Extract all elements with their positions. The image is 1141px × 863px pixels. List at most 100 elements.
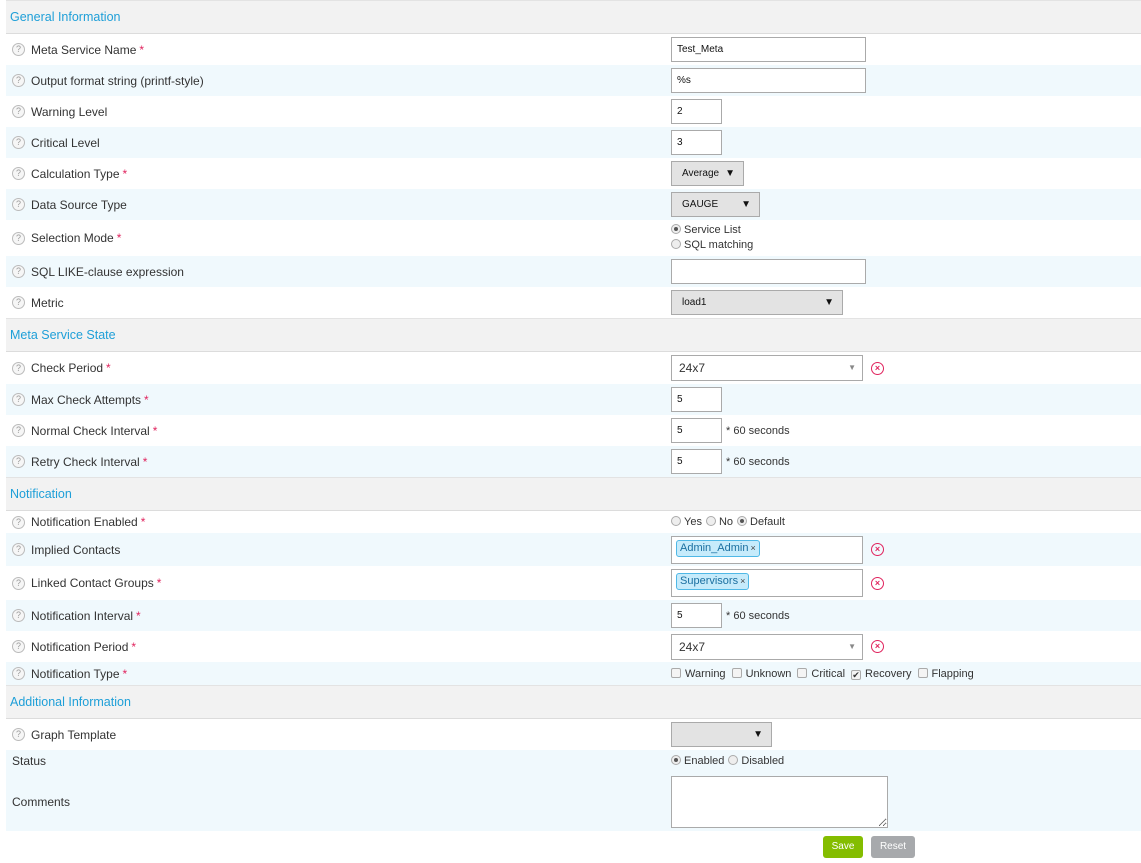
help-icon[interactable]: ? <box>12 515 25 529</box>
row-data-source-type: ? Data Source Type GAUGE ▼ <box>6 189 1141 220</box>
row-status: Status Enabled Disabled <box>6 750 1141 772</box>
radio-unchecked-icon[interactable] <box>671 516 681 526</box>
critical-level-input[interactable]: 3 <box>671 130 722 155</box>
help-icon[interactable]: ? <box>12 728 25 741</box>
output-format-input[interactable]: %s <box>671 68 866 93</box>
clear-icon[interactable]: × <box>871 543 884 556</box>
help-icon[interactable]: ? <box>12 105 25 118</box>
sql-like-input[interactable] <box>671 259 866 284</box>
row-notification-period: ? Notification Period * 24x7 ▼ × <box>6 631 1141 662</box>
dropdown-arrow-icon: ▼ <box>753 729 763 740</box>
checkbox-label: Critical <box>811 667 846 680</box>
help-icon[interactable]: ? <box>12 265 25 278</box>
help-icon[interactable]: ? <box>12 393 25 406</box>
checkbox-unchecked-icon[interactable] <box>731 667 742 678</box>
row-warning-level: ? Warning Level 2 <box>6 96 1141 127</box>
help-icon[interactable]: ? <box>12 609 25 622</box>
checkbox-flapping[interactable]: Flapping <box>917 667 974 680</box>
required-mark: * <box>136 608 141 623</box>
help-icon[interactable]: ? <box>12 296 25 309</box>
help-icon[interactable]: ? <box>12 361 25 375</box>
data-source-type-select[interactable]: GAUGE ▼ <box>671 192 760 217</box>
row-critical-level: ? Critical Level 3 <box>6 127 1141 158</box>
checkbox-unchecked-icon[interactable] <box>671 667 681 678</box>
radio-checked-icon[interactable] <box>671 755 681 765</box>
checkbox-unknown[interactable]: Unknown <box>731 667 792 680</box>
check-period-select[interactable]: 24x7 ▼ <box>671 355 863 381</box>
notification-period-select[interactable]: 24x7 ▼ <box>671 633 863 660</box>
help-icon[interactable]: ? <box>12 455 25 468</box>
clear-icon[interactable]: × <box>871 576 884 590</box>
section-meta-service-state: Meta Service State <box>6 318 1141 352</box>
radio-yes[interactable]: Yes <box>671 516 702 528</box>
help-icon[interactable]: ? <box>12 543 25 556</box>
help-icon[interactable]: ? <box>12 667 25 680</box>
radio-unchecked-icon[interactable] <box>705 516 716 526</box>
radio-unchecked-icon[interactable] <box>728 755 739 765</box>
row-check-period: ? Check Period * 24x7 ▼ × <box>6 352 1141 384</box>
calculation-type-select[interactable]: Average ▼ <box>671 161 744 186</box>
row-linked-contact-groups: ? Linked Contact Groups * Supervisors × × <box>6 566 1141 600</box>
clear-icon[interactable]: × <box>871 361 884 375</box>
field-label: Comments <box>12 794 71 809</box>
metric-select[interactable]: load1 ▼ <box>671 290 843 315</box>
help-icon[interactable]: ? <box>12 640 25 653</box>
graph-template-select[interactable]: ▼ <box>671 722 772 747</box>
radio-enabled[interactable]: Enabled <box>671 755 724 767</box>
help-icon[interactable]: ? <box>12 198 25 211</box>
checkbox-unchecked-icon[interactable] <box>797 667 808 678</box>
clear-icon[interactable]: × <box>871 640 884 653</box>
normal-check-interval-input[interactable]: 5 <box>671 418 722 443</box>
field-label: Notification Interval <box>31 608 134 623</box>
help-icon[interactable]: ? <box>12 43 25 56</box>
dropdown-arrow-icon: ▼ <box>741 199 751 210</box>
checkbox-checked-icon[interactable]: ✔ <box>851 669 862 680</box>
contact-tag: Admin_Admin × <box>676 539 760 557</box>
row-implied-contacts: ? Implied Contacts Admin_Admin × × <box>6 533 1141 566</box>
radio-no[interactable]: No <box>705 516 733 528</box>
implied-contacts-select[interactable]: Admin_Admin × <box>671 535 863 564</box>
row-notification-interval: ? Notification Interval * 5 * 60 seconds <box>6 600 1141 631</box>
required-mark: * <box>122 666 128 681</box>
radio-checked-icon[interactable] <box>671 224 681 234</box>
unit-suffix: * 60 seconds <box>726 424 790 437</box>
radio-default[interactable]: Default <box>737 516 785 528</box>
radio-label: Yes <box>684 516 702 528</box>
notification-interval-input[interactable]: 5 <box>671 603 722 628</box>
help-icon[interactable]: ? <box>12 74 25 87</box>
radio-unchecked-icon[interactable] <box>671 239 681 249</box>
checkbox-warning[interactable]: Warning <box>671 667 726 680</box>
save-button[interactable]: Save <box>823 836 863 858</box>
dropdown-arrow-icon: ▼ <box>725 168 735 179</box>
warning-level-input[interactable]: 2 <box>671 99 722 124</box>
radio-service-list[interactable]: Service List <box>671 223 741 238</box>
meta-service-name-input[interactable]: Test_Meta <box>671 37 866 62</box>
help-icon[interactable]: ? <box>12 136 25 149</box>
checkbox-unchecked-icon[interactable] <box>917 667 928 678</box>
checkbox-label: Unknown <box>745 667 792 680</box>
max-check-attempts-input[interactable]: 5 <box>671 387 722 412</box>
contact-groups-select[interactable]: Supervisors × <box>671 569 863 597</box>
checkbox-label: Warning <box>685 667 726 680</box>
field-label: Linked Contact Groups <box>31 576 154 590</box>
checkbox-recovery[interactable]: ✔ Recovery <box>851 668 912 680</box>
required-mark: * <box>122 166 128 181</box>
remove-tag-icon[interactable]: × <box>750 542 756 553</box>
checkbox-critical[interactable]: Critical <box>797 667 846 680</box>
help-icon[interactable]: ? <box>12 576 25 590</box>
field-label: SQL LIKE-clause expression <box>31 264 184 279</box>
help-icon[interactable]: ? <box>12 231 25 245</box>
help-icon[interactable]: ? <box>12 167 25 180</box>
comments-textarea[interactable] <box>671 775 888 828</box>
remove-tag-icon[interactable]: × <box>740 576 746 586</box>
retry-check-interval-input[interactable]: 5 <box>671 449 722 474</box>
reset-button[interactable]: Reset <box>871 836 915 858</box>
notification-rows: ? Notification Enabled * Yes No Default ? I… <box>6 511 1141 685</box>
radio-sql-matching[interactable]: SQL matching <box>671 238 753 253</box>
radio-checked-icon[interactable] <box>737 516 748 526</box>
field-label: Meta Service Name <box>31 42 137 57</box>
help-icon[interactable]: ? <box>12 424 25 437</box>
field-label: Max Check Attempts <box>31 392 142 407</box>
radio-disabled[interactable]: Disabled <box>728 755 784 767</box>
row-sql-like: ? SQL LIKE-clause expression <box>6 256 1141 287</box>
